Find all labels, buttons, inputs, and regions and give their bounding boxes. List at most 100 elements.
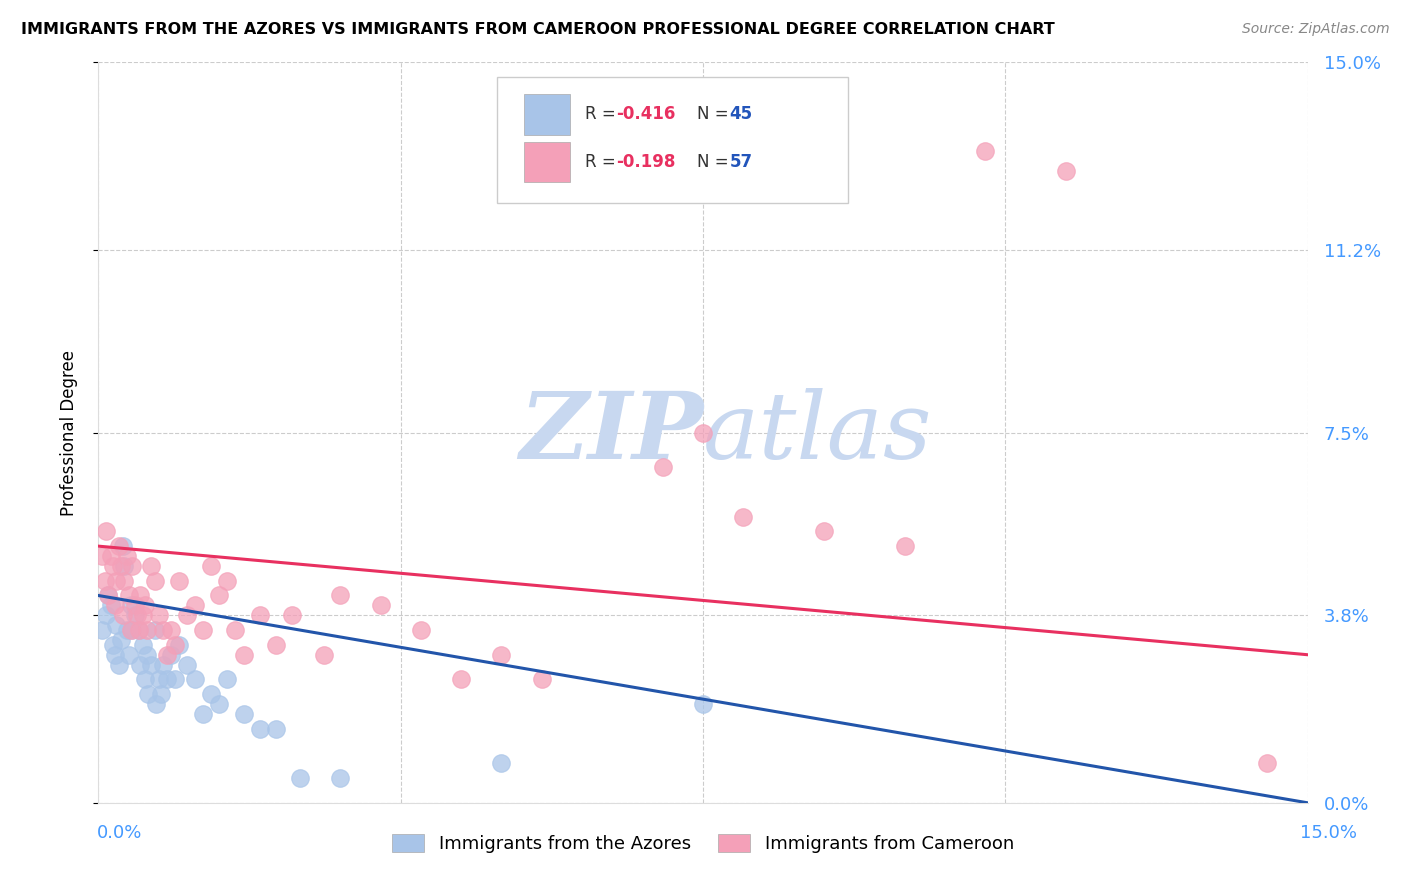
Point [491, 756, 513, 771]
Point [329, 589, 352, 603]
Point [651, 460, 673, 475]
Point [111, 539, 134, 553]
Point [409, 623, 432, 637]
Point [124, 599, 146, 613]
Point [264, 638, 287, 652]
Point [733, 509, 755, 524]
Point [974, 145, 997, 159]
Point [193, 706, 215, 721]
FancyBboxPatch shape [524, 94, 569, 135]
Point [1054, 164, 1077, 178]
Text: R =: R = [585, 153, 620, 171]
Point [148, 608, 170, 623]
Point [163, 638, 186, 652]
Text: Source: ZipAtlas.com: Source: ZipAtlas.com [1241, 22, 1389, 37]
Point [96, 524, 118, 539]
Point [103, 599, 125, 613]
Point [145, 697, 167, 711]
Text: 45: 45 [730, 105, 752, 123]
Point [111, 608, 134, 623]
Point [249, 722, 271, 736]
Text: N =: N = [697, 153, 734, 171]
Point [107, 539, 129, 553]
Point [118, 648, 141, 662]
Text: atlas: atlas [703, 388, 932, 477]
Point [530, 673, 553, 687]
Point [143, 574, 166, 588]
Point [156, 648, 179, 662]
Point [167, 638, 190, 652]
Point [128, 623, 150, 637]
Point [105, 618, 128, 632]
Point [96, 608, 118, 623]
FancyBboxPatch shape [498, 78, 848, 203]
Point [152, 657, 174, 672]
Text: N =: N = [697, 105, 734, 123]
Point [224, 623, 246, 637]
Point [264, 722, 287, 736]
Point [491, 648, 513, 662]
Point [314, 648, 336, 662]
Legend: Immigrants from the Azores, Immigrants from Cameroon: Immigrants from the Azores, Immigrants f… [385, 827, 1021, 861]
Point [118, 589, 141, 603]
Point [160, 648, 183, 662]
Point [200, 558, 222, 573]
Point [148, 673, 170, 687]
Point [184, 673, 207, 687]
Point [163, 673, 186, 687]
Point [208, 697, 231, 711]
Text: 57: 57 [730, 153, 752, 171]
Point [176, 657, 198, 672]
Point [329, 771, 352, 785]
Point [107, 657, 129, 672]
Point [127, 608, 149, 623]
Point [692, 697, 714, 711]
Point [101, 638, 124, 652]
Text: R =: R = [585, 105, 620, 123]
Point [176, 608, 198, 623]
Point [450, 673, 472, 687]
Point [200, 687, 222, 701]
Point [110, 632, 132, 647]
Point [91, 549, 114, 563]
FancyBboxPatch shape [524, 142, 569, 182]
Point [370, 599, 392, 613]
Point [100, 599, 122, 613]
Point [150, 687, 173, 701]
Point [128, 623, 150, 637]
Point [167, 574, 190, 588]
Point [249, 608, 271, 623]
Text: IMMIGRANTS FROM THE AZORES VS IMMIGRANTS FROM CAMEROON PROFESSIONAL DEGREE CORRE: IMMIGRANTS FROM THE AZORES VS IMMIGRANTS… [21, 22, 1054, 37]
Point [121, 623, 143, 637]
Point [112, 574, 135, 588]
Point [692, 425, 714, 440]
Point [110, 558, 132, 573]
Point [101, 558, 124, 573]
Point [1256, 756, 1278, 771]
Point [135, 623, 157, 637]
Point [135, 648, 157, 662]
Point [120, 599, 142, 613]
Point [105, 574, 128, 588]
Point [139, 558, 162, 573]
Point [124, 608, 146, 623]
Point [143, 623, 166, 637]
Point [138, 687, 160, 701]
Point [160, 623, 183, 637]
Point [813, 524, 835, 539]
Point [232, 706, 254, 721]
Point [120, 623, 142, 637]
Point [217, 574, 239, 588]
Point [112, 558, 135, 573]
Point [232, 648, 254, 662]
Point [115, 549, 138, 563]
Point [94, 574, 117, 588]
Point [129, 657, 152, 672]
Text: 0.0%: 0.0% [97, 824, 142, 842]
Point [134, 599, 156, 613]
Point [91, 623, 114, 637]
Point [103, 648, 125, 662]
Point [217, 673, 239, 687]
Point [893, 539, 915, 553]
Text: -0.416: -0.416 [616, 105, 675, 123]
